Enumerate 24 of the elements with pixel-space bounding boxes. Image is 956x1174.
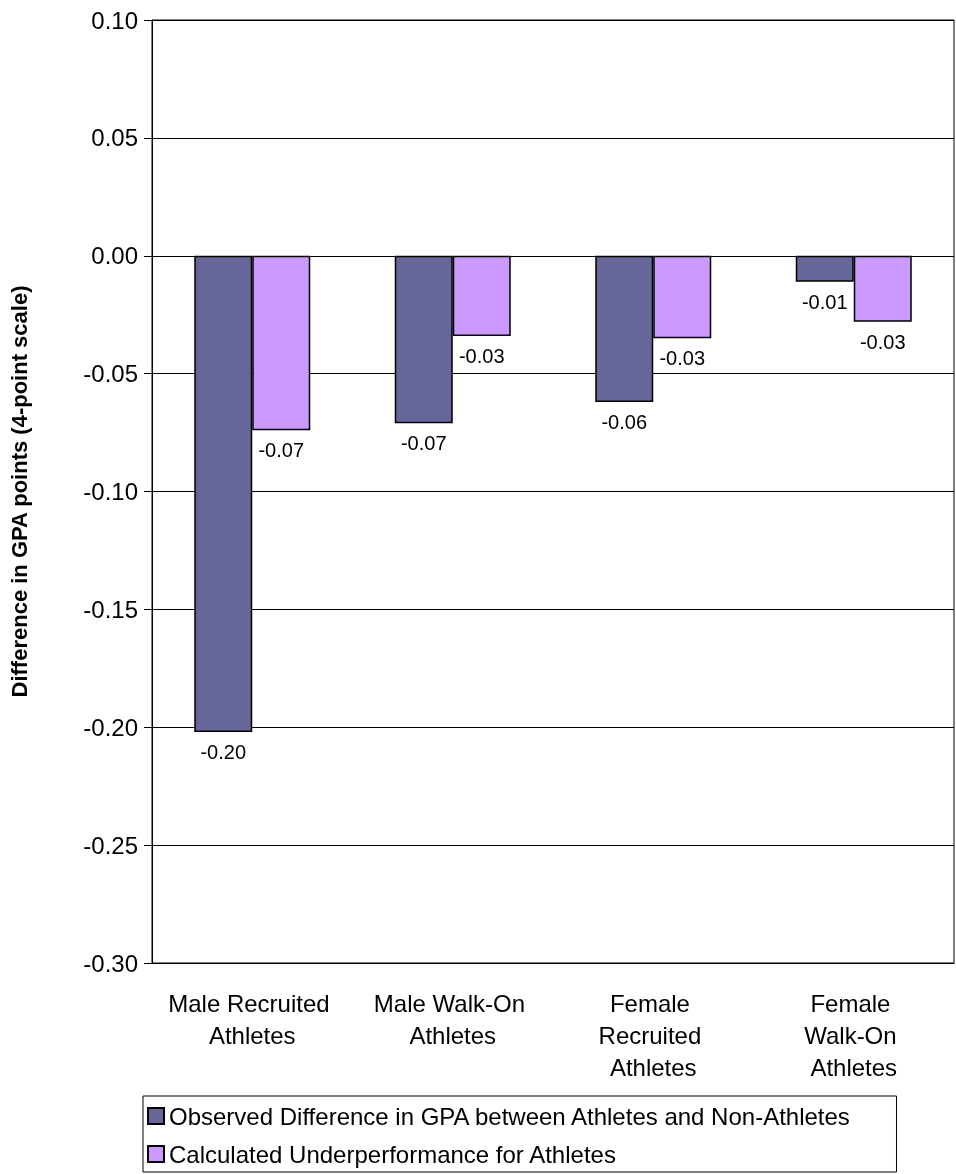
data-label: -0.03 (859, 330, 906, 353)
data-label: -0.03 (458, 344, 505, 367)
x-tick-label: Female Walk-On Athletes (804, 989, 904, 1081)
y-tick-label: 0.00 (91, 242, 138, 270)
y-tick-label: -0.10 (83, 478, 138, 505)
y-tick-label: -0.05 (83, 360, 138, 388)
legend-label: Observed Difference in GPA between Athletes and Non-Athletes (169, 1102, 850, 1130)
data-label: -0.06 (601, 410, 648, 433)
data-label: -0.07 (400, 432, 447, 455)
data-label: -0.20 (200, 740, 247, 763)
data-label: -0.01 (801, 290, 848, 313)
y-tick-label: -0.15 (83, 595, 138, 623)
data-label: -0.03 (659, 347, 706, 370)
x-tick-label: Female Recruited Athletes (598, 989, 708, 1081)
x-tick-label: Male Walk-On Athletes (373, 989, 532, 1049)
y-tick-label: -0.25 (83, 831, 138, 859)
y-tick-label: 0.10 (91, 6, 138, 34)
y-tick-label: -0.30 (83, 949, 138, 977)
legend-label: Calculated Underperformance for Athletes (169, 1140, 616, 1168)
x-tick-label: Male Recruited Athletes (168, 989, 337, 1049)
data-label: -0.07 (258, 439, 305, 462)
y-tick-label: 0.05 (91, 124, 138, 152)
y-axis-title: Difference in GPA points (4-point scale) (6, 285, 32, 698)
y-tick-label: -0.20 (83, 713, 138, 741)
